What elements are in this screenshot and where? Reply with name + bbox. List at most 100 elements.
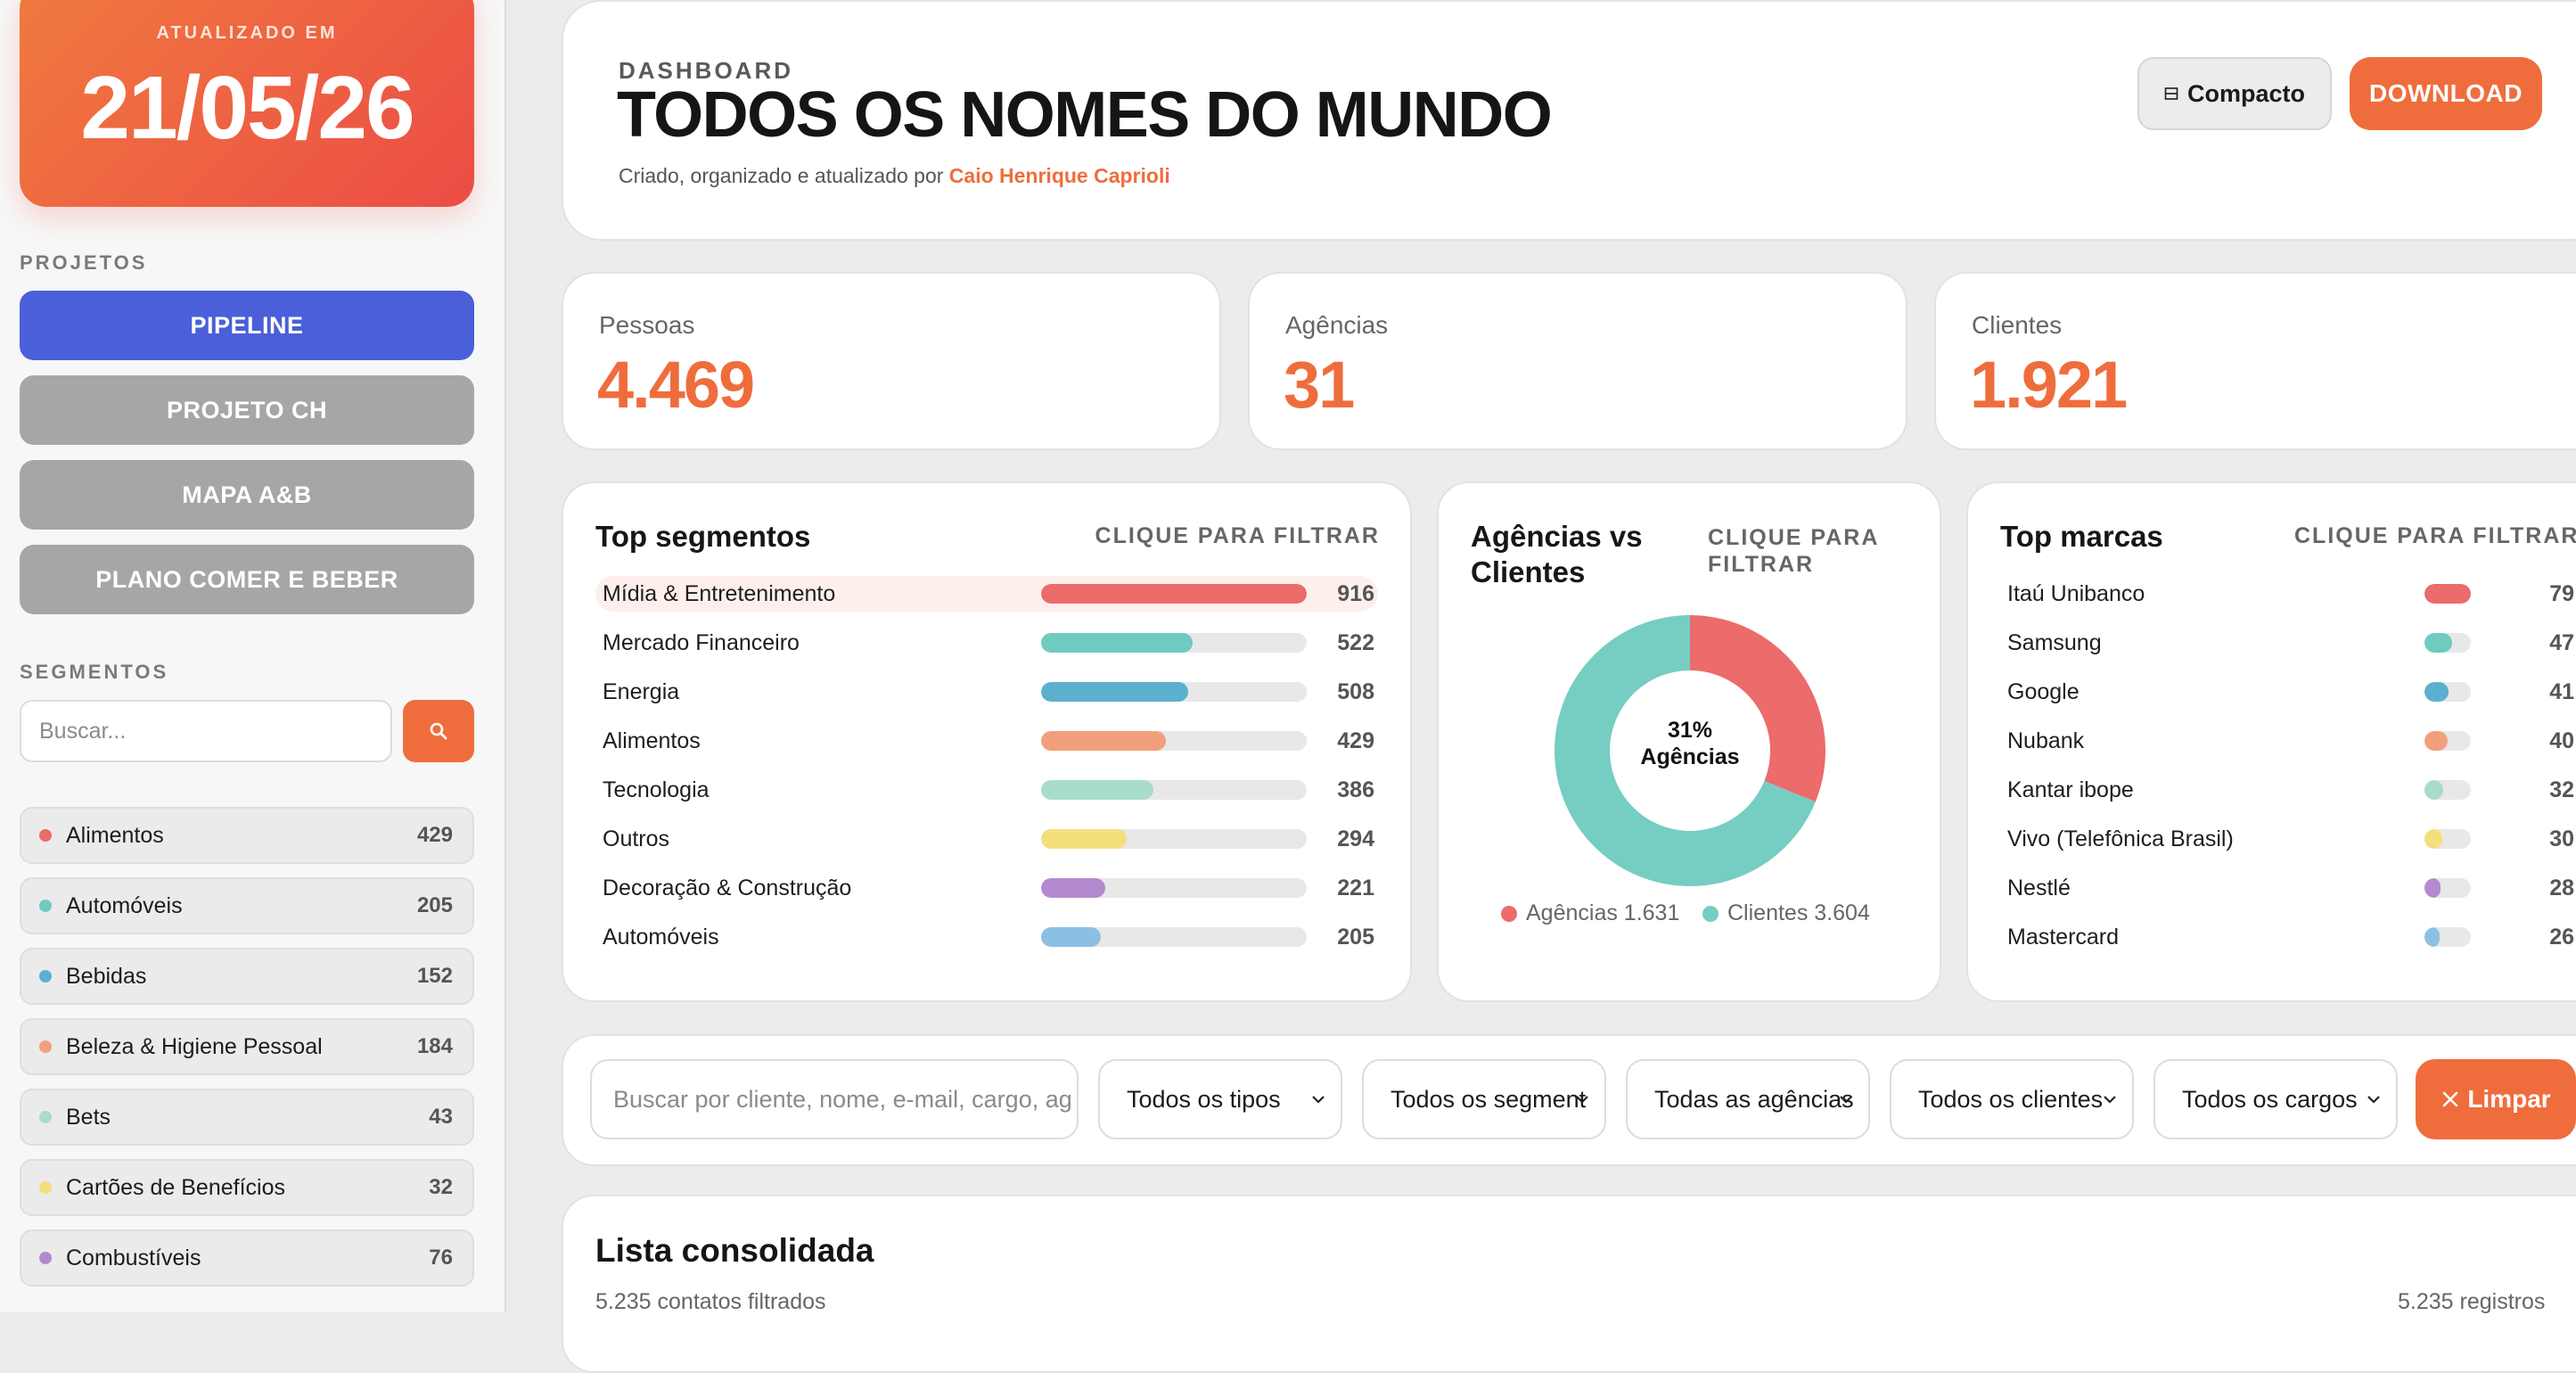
consolidated-list-card: Lista consolidada 5.235 contatos filtrad… [562, 1195, 2576, 1373]
bar-fill [1041, 829, 1127, 849]
bar-value: 40 [2549, 728, 2574, 753]
top-segments-panel: Top segmentos CLIQUE PARA FILTRAR Mídia … [562, 481, 1412, 1002]
segment-item[interactable]: Alimentos 429 [20, 807, 474, 864]
bar-value: 205 [1337, 924, 1374, 950]
bar-value: 221 [1337, 875, 1374, 900]
segment-bar-row[interactable]: Mercado Financeiro 522 [595, 625, 1382, 661]
compact-label: Compacto [2186, 79, 2305, 107]
segment-bar-row[interactable]: Automóveis 205 [595, 919, 1382, 955]
project-button-pipeline[interactable]: PIPELINE [20, 291, 474, 360]
bar-label: Alimentos [603, 728, 701, 753]
segment-select-value: Todos os segment [1391, 1085, 1587, 1113]
role-select[interactable]: Todos os cargos [2154, 1059, 2398, 1139]
brand-bar-row[interactable]: Google 41 [2000, 674, 2576, 710]
chevron-down-icon [2367, 1096, 2380, 1104]
clear-label: Limpar [2467, 1085, 2551, 1113]
segment-count: 76 [429, 1246, 453, 1270]
top-segments-hint[interactable]: CLIQUE PARA FILTRAR [1095, 523, 1380, 548]
brand-bar-row[interactable]: Vivo (Telefônica Brasil) 30 [2000, 821, 2576, 857]
bar-value: 32 [2549, 777, 2574, 802]
donut-slice-clientes[interactable] [1555, 615, 1816, 886]
stat-card-agencias: Agências 31 [1248, 272, 1907, 450]
segment-item[interactable]: Automóveis 205 [20, 877, 474, 934]
type-select[interactable]: Todos os tipos [1098, 1059, 1342, 1139]
sidebar: ATUALIZADO EM 21/05/26 PROJETOS PIPELINE… [0, 0, 506, 1312]
donut-center-pct: 31% [1667, 718, 1713, 743]
download-button[interactable]: DOWNLOAD [2350, 57, 2542, 130]
brand-bar-row[interactable]: Samsung 47 [2000, 625, 2576, 661]
bar-label: Itaú Unibanco [2007, 580, 2145, 606]
bar-label: Outros [603, 826, 670, 851]
brand-bar-row[interactable]: Nestlé 28 [2000, 870, 2576, 906]
legend-clientes: Clientes 3.604 [1702, 900, 1870, 926]
segment-bar-row[interactable]: Energia 508 [595, 674, 1382, 710]
segment-item[interactable]: Bebidas 152 [20, 948, 474, 1005]
type-select-value: Todos os tipos [1127, 1085, 1281, 1113]
bar-track [1041, 731, 1307, 751]
project-button-plano-comer-beber[interactable]: PLANO COMER E BEBER [20, 545, 474, 614]
brand-bar-row[interactable]: Kantar ibope 32 [2000, 772, 2576, 808]
segment-search-input[interactable]: Buscar... [20, 700, 392, 762]
legend-label: Clientes 3.604 [1727, 900, 1870, 925]
bar-label: Energia [603, 678, 680, 704]
agency-select-value: Todas as agências [1654, 1085, 1854, 1113]
segment-name: Beleza & Higiene Pessoal [66, 1033, 323, 1059]
compact-view-icon [2164, 87, 2178, 100]
stat-label: Pessoas [599, 311, 695, 339]
segment-color-dot [39, 1252, 52, 1264]
list-title: Lista consolidada [595, 1232, 874, 1269]
donut-chart[interactable] [1546, 606, 1834, 895]
bar-label: Mídia & Entretenimento [603, 580, 836, 606]
brand-bar-row[interactable]: Itaú Unibanco 79 [2000, 576, 2576, 612]
magnifier-icon [430, 722, 447, 740]
client-select[interactable]: Todos os clientes [1890, 1059, 2134, 1139]
segment-item[interactable]: Combustíveis 76 [20, 1229, 474, 1287]
bar-value: 522 [1337, 629, 1374, 655]
chevron-down-icon [2104, 1096, 2116, 1104]
segment-bar-row[interactable]: Outros 294 [595, 821, 1382, 857]
brand-bar-row[interactable]: Mastercard 26 [2000, 919, 2576, 955]
agency-select[interactable]: Todas as agências [1626, 1059, 1870, 1139]
compact-button[interactable]: Compacto [2137, 57, 2332, 130]
donut-hint[interactable]: CLIQUE PARA FILTRAR [1708, 525, 1879, 577]
segment-count: 429 [416, 823, 453, 847]
projects-heading: PROJETOS [20, 251, 148, 274]
segment-item[interactable]: Beleza & Higiene Pessoal 184 [20, 1018, 474, 1075]
bar-track [2424, 584, 2471, 604]
segment-bar-row[interactable]: Alimentos 429 [595, 723, 1382, 759]
bar-track [1041, 878, 1307, 898]
bar-label: Vivo (Telefônica Brasil) [2007, 826, 2234, 851]
top-brands-title: Top marcas [2000, 520, 2163, 553]
updated-date: 21/05/26 [80, 58, 414, 158]
segment-item[interactable]: Bets 43 [20, 1089, 474, 1146]
stat-value: 4.469 [597, 348, 755, 422]
brand-bar-row[interactable]: Nubank 40 [2000, 723, 2576, 759]
contacts-search-input[interactable]: Buscar por cliente, nome, e-mail, cargo,… [590, 1059, 1079, 1139]
segment-bar-row[interactable]: Decoração & Construção 221 [595, 870, 1382, 906]
segment-search-button[interactable] [403, 700, 474, 762]
clear-filters-button[interactable]: Limpar [2416, 1059, 2576, 1139]
bar-track [2424, 878, 2471, 898]
stat-label: Agências [1285, 311, 1389, 339]
bar-label: Tecnologia [603, 777, 710, 802]
segment-bar-row[interactable]: Tecnologia 386 [595, 772, 1382, 808]
page-subtitle: Criado, organizado e atualizado por Caio… [619, 164, 1170, 188]
segment-count: 205 [416, 893, 453, 917]
donut-center-label: Agências [1640, 744, 1740, 769]
segment-bar-row[interactable]: Mídia & Entretenimento 916 [595, 576, 1382, 612]
donut-slice-agencias[interactable] [1690, 615, 1825, 802]
legend-dot [1501, 905, 1517, 922]
bar-fill [2424, 927, 2441, 947]
bar-value: 30 [2549, 826, 2574, 851]
project-button-projeto-ch[interactable]: PROJETO CH [20, 375, 474, 445]
project-button-mapa-ab[interactable]: MAPA A&B [20, 460, 474, 530]
bar-value: 508 [1337, 678, 1374, 704]
author-link[interactable]: Caio Henrique Caprioli [948, 164, 1170, 187]
segment-select[interactable]: Todos os segment [1362, 1059, 1606, 1139]
segment-item[interactable]: Cartões de Benefícios 32 [20, 1159, 474, 1216]
bar-label: Kantar ibope [2007, 777, 2134, 802]
chevron-down-icon [1576, 1096, 1588, 1104]
chevron-down-icon [1840, 1096, 1852, 1104]
agencias-clientes-panel: Agências vs Clientes CLIQUE PARA FILTRAR… [1437, 481, 1941, 1002]
top-brands-hint[interactable]: CLIQUE PARA FILTRAR [2294, 523, 2576, 548]
